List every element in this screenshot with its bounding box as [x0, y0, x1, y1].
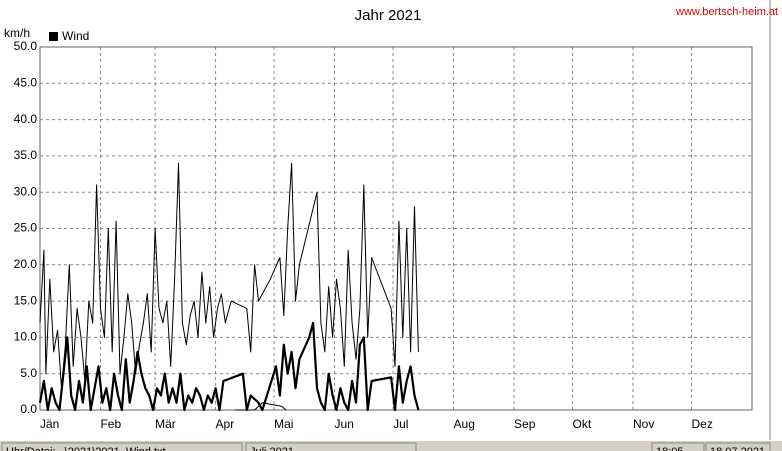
wind-line — [235, 402, 287, 411]
x-tick-label: Okt — [573, 417, 592, 431]
x-tick-label: Aug — [454, 417, 475, 431]
x-tick-label: Mär — [155, 417, 176, 431]
x-tick-label: Dez — [692, 417, 713, 431]
legend-label: Wind — [62, 29, 89, 43]
y-tick-label: 45.0 — [14, 75, 38, 89]
x-tick-label: Mai — [274, 417, 293, 431]
status-text: Uhr/Datei: ..\2021\2021_Wind.txt — [6, 446, 166, 451]
y-tick-label: 0.0 — [20, 402, 37, 416]
wind-line — [39, 162, 419, 389]
x-tick-label: Jän — [40, 417, 59, 431]
x-tick-label: Jun — [335, 417, 354, 431]
y-axis-label: km/h — [4, 26, 30, 40]
y-tick-label: 10.0 — [14, 330, 38, 344]
y-tick-label: 20.0 — [14, 257, 38, 271]
y-tick-label: 30.0 — [14, 184, 38, 198]
y-tick-label: 50.0 — [14, 39, 38, 53]
x-tick-label: Apr — [216, 417, 235, 431]
wind-line — [38, 321, 420, 412]
x-tick-label: Jul — [393, 417, 408, 431]
y-tick-label: 5.0 — [20, 366, 37, 380]
status-text: 18:05 — [656, 446, 684, 451]
y-tick-label: 35.0 — [14, 148, 38, 162]
status-bar — [0, 441, 782, 451]
x-tick-label: Nov — [633, 417, 654, 431]
status-text: 18.07.2021 — [710, 446, 765, 451]
legend-swatch — [49, 32, 58, 41]
y-tick-label: 25.0 — [14, 221, 38, 235]
status-panel — [705, 442, 771, 451]
status-panel — [651, 442, 705, 451]
x-tick-label: Feb — [100, 417, 121, 431]
x-tick-label: Sep — [514, 417, 536, 431]
status-panel — [1, 442, 243, 451]
y-tick-label: 15.0 — [14, 293, 38, 307]
site-link[interactable]: www.bertsch-heim.at — [675, 6, 778, 18]
y-tick-label: 40.0 — [14, 112, 38, 126]
chart-title: Jahr 2021 — [355, 7, 422, 24]
status-text: Juli 2021 — [250, 446, 294, 451]
status-panel — [245, 442, 417, 451]
